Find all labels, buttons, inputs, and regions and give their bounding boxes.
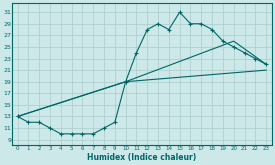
X-axis label: Humidex (Indice chaleur): Humidex (Indice chaleur) bbox=[87, 152, 196, 162]
